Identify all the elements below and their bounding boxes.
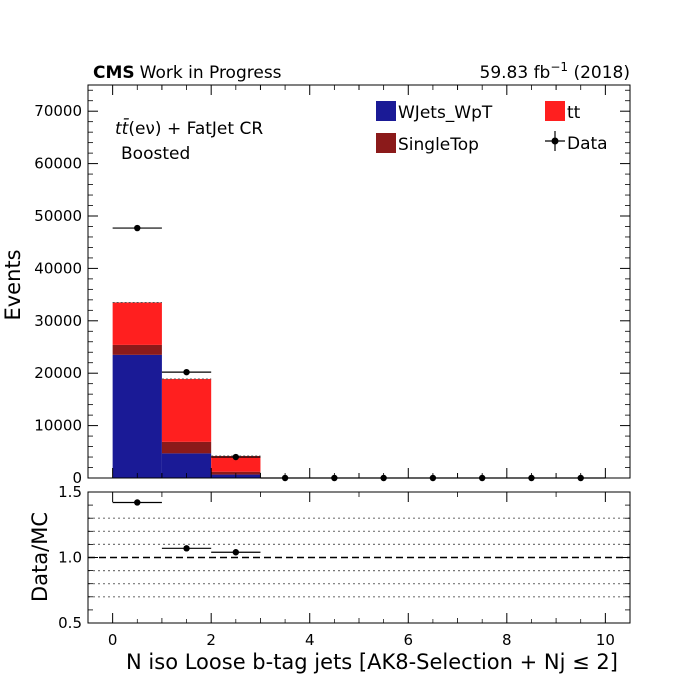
legend-label-wjets: WJets_WpT [398, 103, 493, 123]
legend-data-marker [551, 137, 559, 145]
bar-singletop-bin-1 [161, 441, 212, 454]
legend-swatch-singletop [376, 133, 396, 153]
bar-tt-bin-0 [112, 302, 162, 345]
legend-swatch-tt [545, 101, 565, 121]
x-tick-label-3: 6 [403, 631, 413, 649]
x-tick-label-0: 0 [108, 631, 118, 649]
region-label: tt̄(eν) + FatJet CR [115, 117, 263, 139]
ratio-point-2 [232, 549, 240, 556]
x-tick-label-5: 10 [596, 631, 615, 649]
main-ytick-label-6: 60000 [34, 155, 82, 173]
legend-label-data: Data [567, 134, 608, 154]
bar-tt-bin-1 [161, 378, 212, 442]
main-ytick-label-4: 40000 [34, 259, 82, 277]
luminosity-label: 59.83 fb−1 (2018) [480, 60, 631, 83]
x-tick-label-2: 4 [305, 631, 315, 649]
bar-wjets-bin-0 [112, 354, 162, 478]
data-point-0 [134, 224, 141, 232]
ratio-point-1 [183, 545, 190, 552]
experiment-name: CMS [93, 63, 135, 83]
main-ytick-label-3: 30000 [34, 312, 82, 330]
legend: WJets_WpT SingleTop tt Data [376, 101, 608, 155]
ratio-ytick-label-2: 1.5 [58, 483, 82, 501]
ratio-ytick-label-1: 1.0 [58, 549, 82, 567]
legend-label-singletop: SingleTop [398, 135, 479, 155]
main-y-axis-title: Events [1, 249, 25, 320]
main-panel: 0 10000 20000 30000 40000 50000 60000 70000 [34, 84, 631, 487]
ratio-panel: 0.5 1.0 1.5 0 2 4 6 8 10 [58, 483, 631, 649]
x-tick-label-1: 2 [206, 631, 216, 649]
main-ytick-label-7: 70000 [34, 102, 82, 120]
category-label: Boosted [121, 144, 190, 164]
x-tick-label-4: 8 [502, 631, 512, 649]
legend-label-tt: tt [567, 103, 581, 123]
main-ytick-label-5: 50000 [34, 207, 82, 225]
main-ytick-label-2: 20000 [34, 364, 82, 382]
ratio-ytick-label-0: 0.5 [58, 614, 82, 632]
x-axis-title: N iso Loose b-tag jets [AK8-Selection + … [126, 650, 618, 674]
data-point-1 [183, 368, 190, 376]
legend-swatch-wjets [376, 101, 396, 121]
experiment-status: Work in Progress [140, 63, 282, 83]
data-point-2 [232, 453, 240, 461]
bar-singletop-bin-0 [112, 344, 162, 355]
bar-tt-bin-2 [211, 455, 261, 472]
main-ytick-label-0: 0 [72, 469, 82, 487]
ratio-point-0 [134, 499, 141, 506]
main-ytick-label-1: 10000 [34, 417, 82, 435]
experiment-label: CMS Work in Progress [93, 63, 282, 83]
ratio-y-axis-title: Data/MC [28, 512, 52, 602]
